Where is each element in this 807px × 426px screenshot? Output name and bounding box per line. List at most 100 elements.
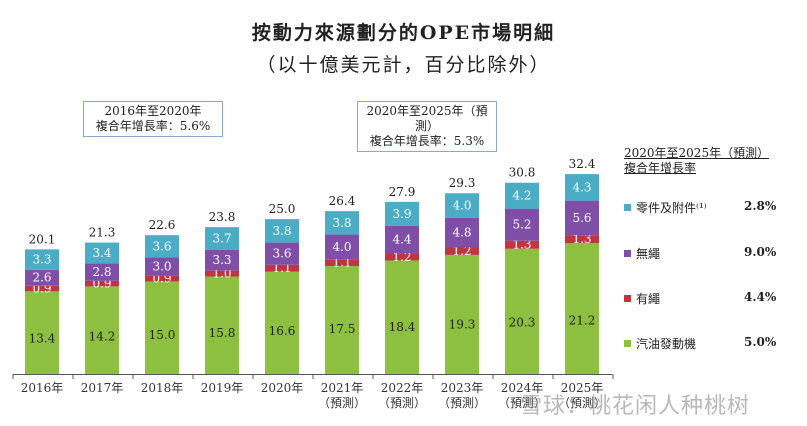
watermark: 雪球：桃花闲人种桃树 — [520, 394, 751, 419]
legend-header-period: 2020年至2025年（預測） — [624, 146, 770, 160]
total-label: 23.8 — [209, 210, 236, 224]
data-label: 15.8 — [209, 326, 236, 340]
bar-segment — [505, 182, 539, 209]
data-label: 3.6 — [272, 247, 291, 261]
bar-segment — [145, 257, 179, 276]
x-tick-sublabel: （預測） — [498, 396, 546, 410]
total-label: 30.8 — [509, 166, 536, 180]
cagr-box-period: 2020年至2025年（預測） — [366, 104, 488, 133]
data-label: 3.3 — [212, 253, 231, 267]
data-label: 2.8 — [92, 265, 111, 279]
x-tick-sublabel: （預測） — [558, 396, 606, 410]
data-label: 4.0 — [452, 199, 471, 213]
data-label: 5.6 — [572, 211, 591, 225]
bar-segment — [25, 269, 59, 286]
data-label: 3.8 — [272, 224, 291, 238]
bar-segment — [505, 248, 539, 374]
legend-swatch-cordless — [624, 250, 631, 257]
bar-segment — [145, 235, 179, 258]
bar-segment — [445, 193, 479, 218]
legend-cagr-parts: 2.8% — [744, 199, 777, 213]
data-label: 4.2 — [512, 189, 531, 203]
legend-header: 2020年至2025年（預測） 複合年增長率 — [624, 146, 769, 176]
x-tick-sublabel: （預測） — [318, 396, 366, 410]
data-label: 14.2 — [89, 330, 116, 344]
data-label: 17.5 — [329, 322, 356, 336]
bar-segment — [565, 174, 599, 201]
cagr-box-2016-2020: 2016年至2020年 複合年增長率：5.6% — [83, 101, 223, 137]
data-label: 3.0 — [152, 260, 171, 274]
data-label: 21.2 — [569, 313, 596, 327]
data-label: 1.3 — [572, 232, 591, 246]
legend-cagr-corded: 4.4% — [744, 290, 777, 304]
bar-segment — [25, 291, 59, 374]
cagr-box-rate: 複合年增長率：5.3% — [369, 134, 485, 148]
bar-segment — [325, 234, 359, 260]
legend-item-parts: 零件及附件⁽¹⁾ — [624, 199, 707, 216]
x-tick-label: 2019年 — [201, 381, 244, 395]
data-label: 20.3 — [509, 315, 536, 329]
bar-segment — [145, 275, 179, 282]
x-tick-label: 2018年 — [141, 381, 184, 395]
bar-segment — [385, 201, 419, 226]
data-label: 1.3 — [512, 238, 531, 252]
bar-segment — [505, 240, 539, 249]
legend-label: 零件及附件⁽¹⁾ — [636, 201, 707, 215]
bar-segment — [505, 208, 539, 241]
data-label: 3.9 — [392, 207, 411, 221]
bar-segment — [565, 200, 599, 236]
total-label: 20.1 — [29, 232, 56, 246]
data-label: 3.3 — [32, 253, 51, 267]
data-label: 3.4 — [92, 246, 111, 260]
legend-header-label: 複合年增長率 — [624, 161, 697, 175]
chart-title: 按動力來源劃分的OPE市場明細 — [251, 22, 556, 44]
data-label: 5.2 — [512, 218, 531, 232]
x-tick-sublabel: （預測） — [438, 396, 486, 410]
bar-segment — [265, 219, 299, 243]
data-label: 18.4 — [389, 320, 416, 334]
data-label: 19.3 — [449, 318, 476, 332]
bar-segment — [325, 266, 359, 374]
bar-segment — [265, 264, 299, 272]
data-label: 4.3 — [572, 180, 591, 194]
data-label: 4.8 — [452, 226, 471, 240]
data-label: 4.4 — [392, 232, 411, 246]
bar-segment — [565, 243, 599, 374]
data-label: 4.0 — [332, 240, 351, 254]
bar-segment — [85, 286, 119, 374]
legend-swatch-gas — [624, 340, 631, 347]
bar-segment — [85, 280, 119, 287]
total-label: 25.0 — [269, 202, 296, 216]
legend-cagr-gas: 5.0% — [744, 335, 777, 349]
bar-segment — [205, 270, 239, 277]
bar-segment — [325, 259, 359, 267]
total-label: 29.3 — [449, 176, 476, 190]
bar-segment — [445, 217, 479, 248]
total-label: 21.3 — [89, 226, 116, 240]
x-tick-label: 2022年 — [381, 381, 424, 395]
data-label: 16.6 — [269, 324, 296, 338]
bar-segment — [265, 242, 299, 265]
legend-item-cordless: 無繩 — [624, 245, 660, 262]
legend-label: 無繩 — [636, 247, 661, 261]
bar-segment — [385, 253, 419, 261]
data-label: 1.2 — [392, 250, 411, 264]
x-tick-label: 2024年 — [501, 381, 544, 395]
bar-segment — [265, 271, 299, 374]
cagr-box-period: 2016年至2020年 — [104, 104, 202, 118]
data-label: 3.7 — [212, 232, 231, 246]
bar-segment — [385, 225, 419, 254]
legend-label: 有繩 — [636, 292, 661, 306]
bar-segment — [325, 211, 359, 235]
legend-swatch-parts — [624, 204, 631, 211]
bar-segment — [385, 260, 419, 374]
x-tick-label: 2021年 — [321, 381, 364, 395]
cagr-box-rate: 複合年增長率：5.6% — [95, 119, 211, 133]
x-tick-label: 2017年 — [81, 381, 124, 395]
total-label: 32.4 — [569, 157, 596, 171]
bar-segment — [205, 276, 239, 374]
legend-swatch-corded — [624, 295, 631, 302]
bar-segment — [85, 242, 119, 264]
x-tick-label: 2023年 — [441, 381, 484, 395]
